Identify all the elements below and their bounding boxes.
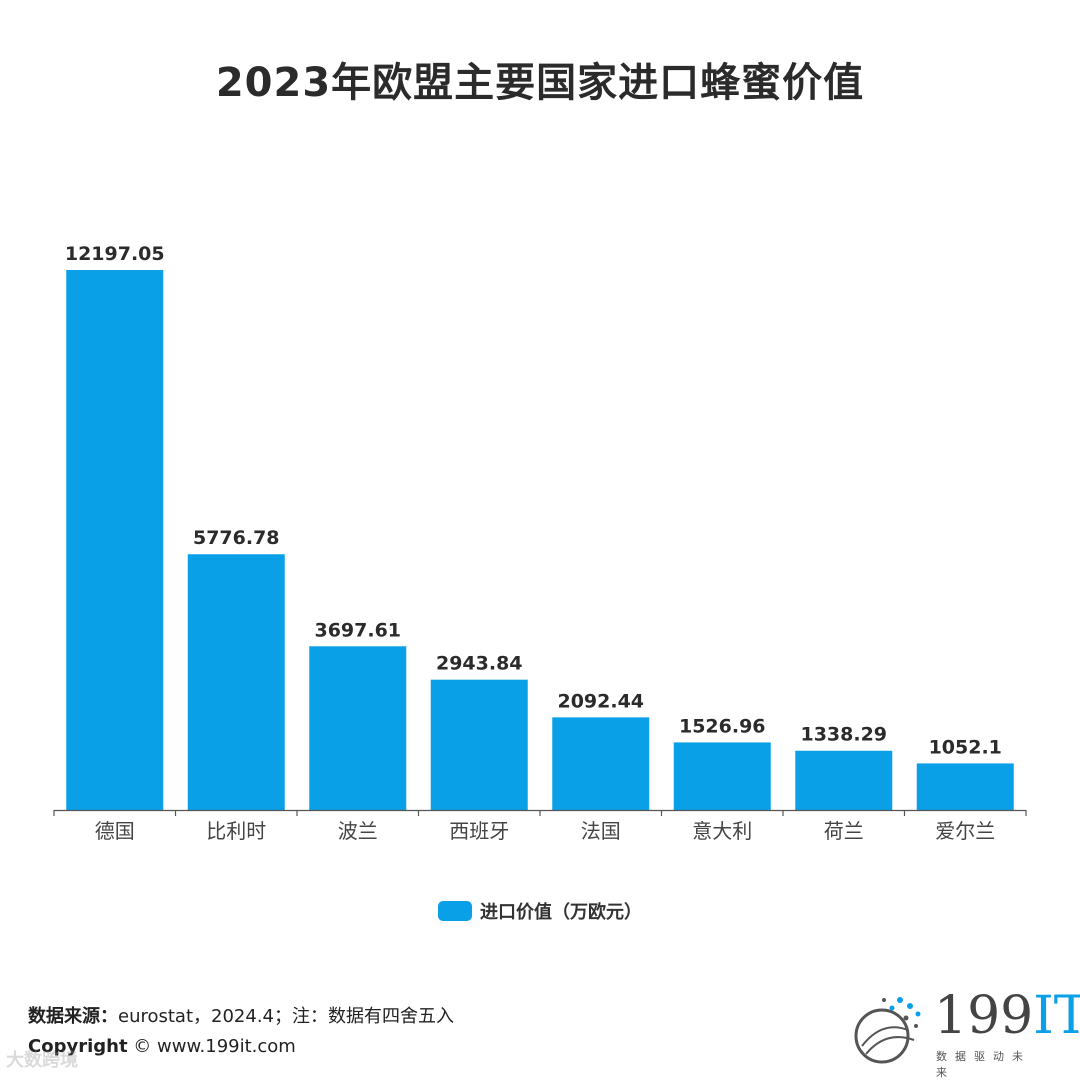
logo-wordmark: 199IT [934,986,1080,1046]
data-source-text: eurostat，2024.4；注：数据有四舍五入 [118,1006,455,1027]
data-source-label: 数据来源： [28,1006,118,1027]
x-tick-label-2: 比利时 [206,819,266,843]
199it-logo: 199IT 数据驱动未来 [848,986,1080,1079]
data-label-3: 3697.61 [314,619,401,641]
x-tick-label-7: 荷兰 [824,819,864,843]
bar-3[interactable] [309,646,407,810]
data-label-5: 2092.44 [557,690,644,712]
x-tick-label-4: 西班牙 [449,819,509,843]
bar-6[interactable] [673,742,771,810]
legend-swatch [438,901,472,921]
copyright: Copyright © www.199it.com [28,1036,296,1057]
data-label-1: 12197.05 [65,243,165,265]
data-label-2: 5776.78 [193,527,280,549]
logo-tagline: 数据驱动未来 [936,1050,1031,1079]
legend-label: 进口价值（万欧元） [480,902,642,923]
bar-7[interactable] [795,750,893,810]
x-tick-label-5: 法国 [581,819,621,843]
bar-2[interactable] [187,554,285,810]
x-tick-label-3: 波兰 [338,819,378,843]
data-label-6: 1526.96 [679,715,766,737]
legend[interactable]: 进口价值（万欧元） [0,898,1080,924]
watermark: 大数跨境 [6,1050,78,1071]
data-label-7: 1338.29 [800,724,887,746]
data-source: 数据来源：eurostat，2024.4；注：数据有四舍五入 [28,1002,454,1028]
bar-8[interactable] [916,763,1014,810]
x-tick-label-1: 德国 [95,819,135,843]
bar-4[interactable] [430,679,528,810]
copyright-text: © www.199it.com [133,1036,296,1057]
bar-chart: 12197.05 德国 5776.78 比利时 3697.61 波兰 2943.84 西班牙 2… [53,243,1027,843]
copyright-label: Copyright [28,1036,128,1057]
data-label-8: 1052.1 [929,736,1002,758]
logo-dots-icon [854,997,921,1064]
bar-5[interactable] [552,717,650,810]
bar-1[interactable] [66,270,164,810]
x-tick-label-6: 意大利 [692,819,752,843]
chart-title: 2023年欧盟主要国家进口蜂蜜价值 [215,60,865,106]
x-tick-label-8: 爱尔兰 [935,819,995,843]
data-label-4: 2943.84 [436,653,523,675]
